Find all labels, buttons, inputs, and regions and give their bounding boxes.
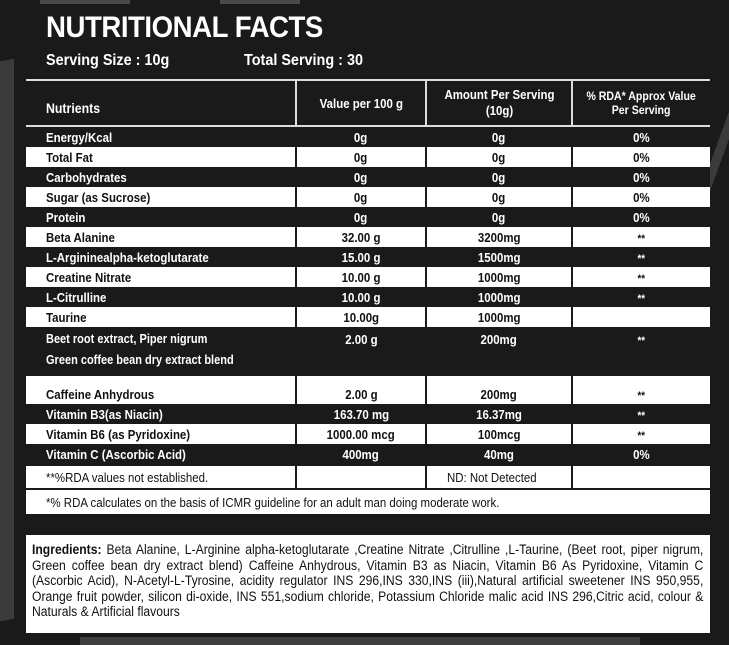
total-serving: Total Serving : 30 — [244, 52, 363, 69]
col-rda: % RDA* Approx Value Per Serving — [571, 79, 710, 127]
value-per-100g: 0g — [354, 149, 368, 165]
table-row: Protein 0g 0g 0% — [26, 207, 710, 227]
rda-value: ** — [637, 429, 646, 442]
nutrient-name: Taurine — [46, 309, 87, 325]
footnote-row: **%RDA values not established. ND: Not D… — [26, 464, 710, 489]
value-per-100g: 163.70 mg — [333, 406, 389, 422]
nutrient-name: Total Fat — [46, 149, 93, 165]
amount-per-serving: 1500mg — [477, 249, 521, 265]
value-per-100g: 0g — [354, 129, 368, 145]
nutrient-name: Carbohydrates — [46, 169, 127, 185]
value-per-100g: 10.00 g — [341, 289, 381, 305]
table-row: Beet root extract, Piper nigrum Green cof… — [26, 327, 710, 376]
amount-per-serving: 16.37mg — [476, 406, 522, 422]
ingredients-box: Ingredients: Beta Alanine, L-Arginine al… — [26, 533, 710, 633]
value-per-100g: 0g — [354, 209, 368, 225]
value-per-100g: 10.00 g — [341, 269, 381, 285]
amount-per-serving: 0g — [492, 189, 506, 205]
value-per-100g: 1000.00 mcg — [326, 426, 396, 442]
amount-per-serving: 200mg — [480, 387, 518, 402]
table-row: L-Argininealpha-ketoglutarate 15.00 g 15… — [26, 247, 710, 267]
value-per-100g: 10.00g — [343, 309, 379, 325]
table-row: Carbohydrates 0g 0g 0% — [26, 167, 710, 187]
value-per-100g: 400mg — [342, 446, 380, 462]
nutrient-name: Protein — [46, 209, 86, 225]
nutrient-name: Sugar (as Sucrose) — [46, 189, 151, 205]
decor-stripe-top — [40, 0, 130, 4]
nutrient-name: Creatine Nitrate — [46, 269, 132, 285]
table-row: Energy/Kcal 0g 0g 0% — [26, 126, 710, 147]
rda-value: ** — [637, 292, 646, 305]
value-per-100g: 2.00 g — [344, 332, 378, 347]
value-per-100g: 0g — [354, 189, 368, 205]
rda-value: ** — [637, 232, 646, 245]
ingredients-text: Beta Alanine, L-Arginine alpha-ketogluta… — [32, 542, 704, 619]
rda-value: 0% — [633, 129, 650, 145]
table-row: Vitamin C (Ascorbic Acid) 400mg 40mg 0% — [26, 444, 710, 465]
nutrient-name: Vitamin B3(as Niacin) — [46, 406, 163, 422]
nutrient-name: L-Citrulline — [46, 289, 107, 305]
decor-stripe-left — [0, 58, 14, 622]
ingredients-label: Ingredients: — [32, 542, 102, 557]
icmr-note-row: *% RDA calculates on the basis of ICMR g… — [26, 488, 710, 514]
value-per-100g: 15.00 g — [341, 249, 381, 265]
value-per-100g: 2.00 g — [344, 387, 378, 402]
amount-per-serving: 0g — [492, 209, 506, 225]
col-amount-per-serving: Amount Per Serving (10g) — [425, 79, 573, 127]
amount-per-serving: 3200mg — [477, 229, 521, 245]
rda-value: 0% — [633, 446, 650, 462]
nutrient-name: Vitamin B6 (as Pyridoxine) — [46, 426, 191, 442]
table-row: Sugar (as Sucrose) 0g 0g 0% — [26, 187, 710, 207]
amount-per-serving: 40mg — [484, 446, 514, 462]
table-header: Nutrients Value per 100 g Amount Per Ser… — [26, 79, 710, 127]
rda-value: 0% — [633, 189, 650, 205]
table-row: Vitamin B3(as Niacin) 163.70 mg 16.37mg … — [26, 404, 710, 424]
amount-per-serving: 0g — [492, 149, 506, 165]
amount-per-serving: 100mcg — [477, 426, 521, 442]
amount-per-serving: 0g — [492, 169, 506, 185]
table-row: Beta Alanine 32.00 g 3200mg ** — [26, 227, 710, 247]
serving-size: Serving Size : 10g — [46, 52, 170, 69]
nutrient-name: Caffeine Anhydrous — [46, 387, 155, 402]
nutrient-name: Energy/Kcal — [46, 129, 113, 145]
value-per-100g: 32.00 g — [341, 229, 381, 245]
footnote-rda-not-established: **%RDA values not established. — [46, 469, 209, 485]
amount-per-serving: 1000mg — [477, 309, 521, 325]
value-per-100g: 0g — [354, 169, 368, 185]
nutrition-table: Nutrients Value per 100 g Amount Per Ser… — [26, 79, 710, 514]
amount-per-serving: 200mg — [480, 332, 518, 347]
icmr-note: *% RDA calculates on the basis of ICMR g… — [46, 494, 500, 510]
nutrient-name: Beet root extract, Piper nigrum Green cof… — [46, 332, 234, 367]
page-title: NUTRITIONAL FACTS — [46, 11, 323, 44]
amount-per-serving: 1000mg — [477, 269, 521, 285]
rda-value: 0% — [633, 209, 650, 225]
rda-value: 0% — [633, 149, 650, 165]
amount-per-serving: 1000mg — [477, 289, 521, 305]
table-row: Creatine Nitrate 10.00 g 1000mg ** — [26, 267, 710, 287]
nutrient-name: L-Argininealpha-ketoglutarate — [46, 249, 209, 265]
col-nutrients: Nutrients — [26, 79, 297, 127]
footnote-not-detected: ND: Not Detected — [447, 469, 537, 485]
nutrient-name: Vitamin C (Ascorbic Acid) — [46, 446, 186, 462]
table-row: Caffeine Anhydrous 2.00 g 200mg ** — [26, 376, 710, 404]
rda-value: ** — [637, 335, 646, 347]
decor-stripe-bottom — [80, 637, 640, 645]
decor-stripe-top-2 — [220, 0, 300, 4]
table-row: Total Fat 0g 0g 0% — [26, 147, 710, 167]
rda-value: ** — [637, 252, 646, 265]
amount-per-serving: 0g — [492, 129, 506, 145]
rda-value: 0% — [633, 169, 650, 185]
col-value-per-100g: Value per 100 g — [295, 79, 427, 127]
rda-value: ** — [637, 390, 646, 402]
table-row: L-Citrulline 10.00 g 1000mg ** — [26, 287, 710, 307]
table-row: Taurine 10.00g 1000mg — [26, 307, 710, 327]
nutrient-name: Beta Alanine — [46, 229, 115, 245]
rda-value: ** — [637, 409, 646, 422]
rda-value: ** — [637, 272, 646, 285]
table-row: Vitamin B6 (as Pyridoxine) 1000.00 mcg 1… — [26, 424, 710, 444]
